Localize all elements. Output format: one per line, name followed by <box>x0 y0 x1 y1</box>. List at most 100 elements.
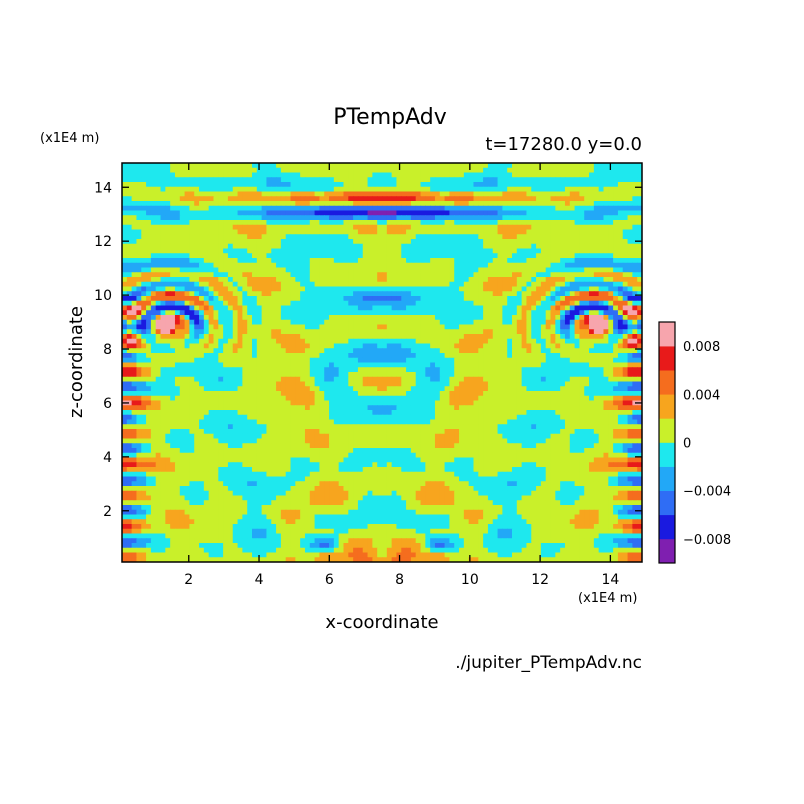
heatmap-cell <box>218 329 224 335</box>
heatmap-cell <box>261 372 268 378</box>
heatmap-cell <box>622 172 629 178</box>
heatmap-cell <box>478 353 484 359</box>
heatmap-cell <box>454 277 460 283</box>
heatmap-cell <box>459 348 465 354</box>
heatmap-cell <box>492 300 499 307</box>
heatmap-cell <box>507 343 513 349</box>
heatmap-cell <box>266 253 272 259</box>
heatmap-cell <box>295 262 301 269</box>
heatmap-cell <box>473 367 479 373</box>
heatmap-cell <box>329 286 335 292</box>
heatmap-cell <box>242 167 248 174</box>
heatmap-cell <box>454 315 460 321</box>
heatmap-cell <box>300 234 306 240</box>
heatmap-cell <box>468 296 475 302</box>
heatmap-cell <box>146 191 152 197</box>
heatmap-cell <box>261 329 268 335</box>
heatmap-cell <box>271 186 277 193</box>
heatmap-cell <box>266 210 272 216</box>
heatmap-cell <box>213 324 219 330</box>
heatmap-cell <box>545 248 552 254</box>
heatmap-cell <box>150 243 157 250</box>
heatmap-cell <box>632 372 638 378</box>
heatmap-cell <box>362 338 369 345</box>
heatmap-cell <box>521 338 528 345</box>
heatmap-cell <box>300 229 306 235</box>
heatmap-cell <box>516 267 523 273</box>
heatmap-cell <box>589 177 595 183</box>
heatmap-cell <box>463 357 470 364</box>
heatmap-cell <box>309 300 316 307</box>
heatmap-cell <box>516 191 523 197</box>
heatmap-cell <box>502 248 508 254</box>
heatmap-cell <box>483 186 489 193</box>
heatmap-cell <box>353 367 359 373</box>
heatmap-cell <box>155 191 162 197</box>
heatmap-cell <box>449 201 455 207</box>
heatmap-cell <box>430 362 436 368</box>
heatmap-cell <box>357 201 364 207</box>
heatmap-cell <box>536 248 542 254</box>
heatmap-cell <box>555 262 561 269</box>
heatmap-cell <box>353 243 359 250</box>
heatmap-cell <box>237 267 243 273</box>
heatmap-cell <box>126 367 133 373</box>
heatmap-cell <box>146 315 152 321</box>
heatmap-cell <box>252 172 258 178</box>
heatmap-cell <box>617 229 624 235</box>
heatmap-cell <box>569 258 576 264</box>
heatmap-cell <box>627 291 633 297</box>
heatmap-cell <box>531 281 537 288</box>
heatmap-cell <box>497 338 503 345</box>
heatmap-cell <box>401 210 407 216</box>
heatmap-cell <box>593 191 600 197</box>
heatmap-cell <box>410 205 417 212</box>
heatmap-cell <box>203 191 210 197</box>
heatmap-cell <box>415 224 422 231</box>
heatmap-cell <box>362 163 369 169</box>
heatmap-cell <box>146 224 152 231</box>
heatmap-cell <box>439 357 446 364</box>
heatmap-cell <box>276 357 282 364</box>
heatmap-cell <box>622 310 629 316</box>
heatmap-cell <box>150 177 157 183</box>
heatmap-cell <box>497 329 503 335</box>
heatmap-cell <box>362 296 369 302</box>
heatmap-cell <box>613 191 619 197</box>
heatmap-cell <box>637 338 642 345</box>
heatmap-cell <box>560 357 566 364</box>
heatmap-cell <box>444 167 450 174</box>
heatmap-cell <box>483 182 489 188</box>
heatmap-cell <box>439 310 446 316</box>
heatmap-cell <box>617 357 624 364</box>
heatmap-cell <box>160 296 166 302</box>
heatmap-cell <box>536 315 542 321</box>
heatmap-cell <box>242 362 248 368</box>
heatmap-cell <box>622 243 629 250</box>
heatmap-cell <box>285 234 292 240</box>
heatmap-cell <box>449 329 455 335</box>
heatmap-cell <box>564 296 571 302</box>
heatmap-cell <box>632 167 638 174</box>
heatmap-cell <box>155 262 162 269</box>
heatmap-cell <box>516 329 523 335</box>
heatmap-cell <box>338 167 345 174</box>
heatmap-cell <box>406 210 412 216</box>
heatmap-cell <box>415 234 422 240</box>
heatmap-cell <box>550 229 556 235</box>
heatmap-cell <box>338 357 345 364</box>
heatmap-cell <box>579 319 585 326</box>
heatmap-cell <box>487 224 494 231</box>
heatmap-cell <box>425 286 431 292</box>
heatmap-cell <box>223 177 229 183</box>
heatmap-cell <box>536 234 542 240</box>
heatmap-cell <box>372 196 378 202</box>
heatmap-cell <box>382 372 388 378</box>
heatmap-cell <box>189 310 195 316</box>
heatmap-cell <box>579 286 585 292</box>
heatmap-cell <box>203 239 210 245</box>
heatmap-cell <box>252 281 258 288</box>
heatmap-cell <box>319 376 325 383</box>
heatmap-cell <box>531 215 537 221</box>
heatmap-cell <box>338 272 345 278</box>
